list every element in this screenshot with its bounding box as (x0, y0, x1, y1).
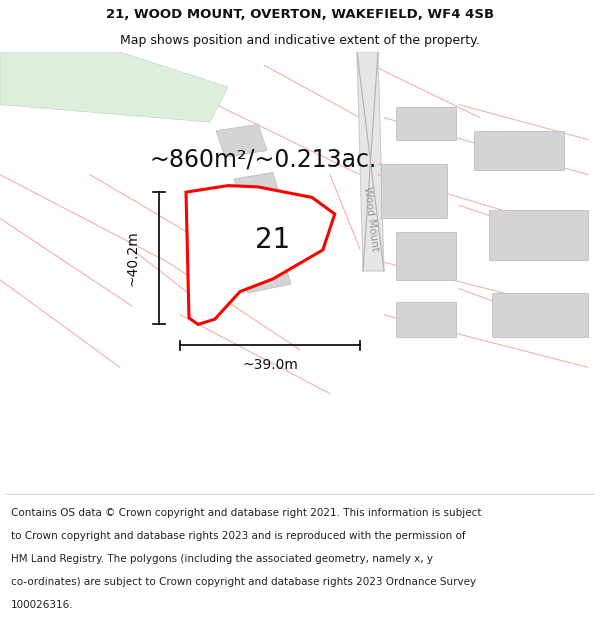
Polygon shape (492, 293, 588, 337)
Polygon shape (489, 209, 588, 260)
Polygon shape (234, 173, 281, 205)
Polygon shape (0, 52, 228, 122)
Text: Map shows position and indicative extent of the property.: Map shows position and indicative extent… (120, 34, 480, 47)
Polygon shape (240, 258, 291, 293)
Polygon shape (186, 186, 335, 324)
Polygon shape (474, 131, 564, 170)
Polygon shape (396, 302, 456, 337)
Text: Wood Mount: Wood Mount (362, 186, 380, 251)
Text: co-ordinates) are subject to Crown copyright and database rights 2023 Ordnance S: co-ordinates) are subject to Crown copyr… (11, 578, 476, 587)
Polygon shape (240, 214, 294, 252)
Text: to Crown copyright and database rights 2023 and is reproduced with the permissio: to Crown copyright and database rights 2… (11, 531, 466, 541)
Polygon shape (396, 107, 456, 139)
Text: 21: 21 (256, 226, 290, 254)
Text: ~40.2m: ~40.2m (125, 231, 139, 286)
Text: 21, WOOD MOUNT, OVERTON, WAKEFIELD, WF4 4SB: 21, WOOD MOUNT, OVERTON, WAKEFIELD, WF4 … (106, 8, 494, 21)
Polygon shape (381, 164, 447, 219)
Text: ~39.0m: ~39.0m (242, 358, 298, 372)
Text: HM Land Registry. The polygons (including the associated geometry, namely x, y: HM Land Registry. The polygons (includin… (11, 554, 433, 564)
Polygon shape (396, 232, 456, 280)
Polygon shape (216, 124, 267, 157)
Polygon shape (357, 52, 384, 271)
Text: ~860m²/~0.213ac.: ~860m²/~0.213ac. (150, 148, 377, 171)
Text: 100026316.: 100026316. (11, 601, 73, 611)
Text: Contains OS data © Crown copyright and database right 2021. This information is : Contains OS data © Crown copyright and d… (11, 508, 481, 518)
